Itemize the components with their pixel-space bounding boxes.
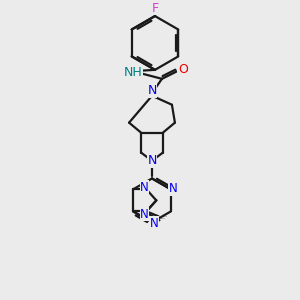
Text: N: N: [140, 181, 149, 194]
Text: N: N: [147, 154, 157, 167]
Text: NH: NH: [124, 66, 142, 79]
Text: N: N: [140, 208, 149, 221]
Text: F: F: [152, 2, 158, 15]
Text: N: N: [147, 84, 157, 97]
Text: O: O: [178, 63, 188, 76]
Text: N: N: [150, 217, 158, 230]
Text: methyl: methyl: [162, 216, 167, 217]
Text: methyl: methyl: [161, 218, 166, 219]
Text: N: N: [169, 182, 177, 195]
